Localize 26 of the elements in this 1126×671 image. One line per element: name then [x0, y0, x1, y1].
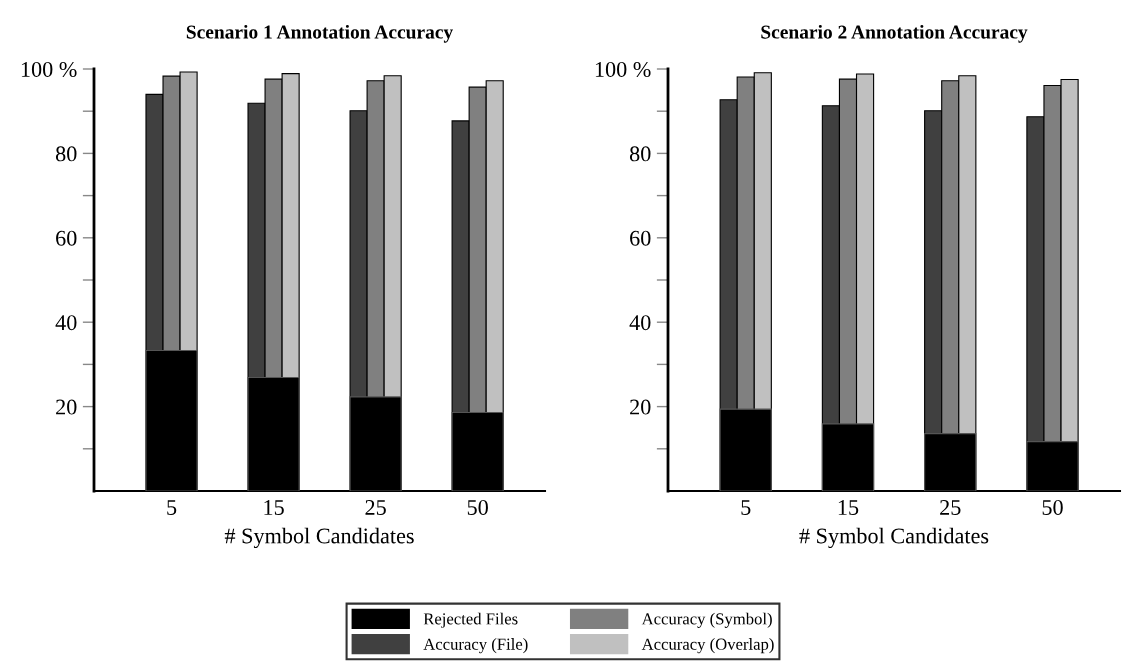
y-tick-label: 60 — [56, 230, 77, 246]
chart-title: Scenario 2 Annotation Accuracy — [761, 24, 1028, 43]
legend-label: Accuracy (Overlap) — [641, 638, 774, 654]
x-tick-label: 15 — [838, 500, 859, 515]
x-tick-label: 15 — [264, 500, 284, 515]
legend-label: Accuracy (File) — [423, 638, 528, 654]
y-tick-label: 100 % — [595, 61, 651, 77]
y-tick-label: 60 — [630, 230, 651, 246]
x-axis-title: # Symbol Candidates — [224, 527, 414, 549]
chart-title: Scenario 1 Annotation Accuracy — [186, 24, 453, 43]
x-axis-title: # Symbol Candidates — [799, 527, 989, 549]
x-tick-label: 25 — [940, 500, 961, 515]
y-tick-label: 40 — [55, 315, 77, 331]
y-tick-label: 80 — [629, 146, 651, 162]
x-tick-label: 50 — [467, 499, 488, 515]
x-tick-label: 25 — [365, 500, 386, 515]
x-tick-label: 5 — [167, 500, 177, 515]
x-tick-label: 5 — [741, 500, 751, 515]
y-tick-label: 80 — [55, 146, 77, 162]
x-tick-label: 50 — [1042, 499, 1063, 515]
y-tick-label: 100 % — [21, 61, 77, 77]
y-tick-label: 20 — [56, 399, 77, 415]
y-tick-label: 40 — [629, 315, 651, 331]
legend-label: Accuracy (Symbol) — [641, 612, 772, 628]
y-tick-label: 20 — [630, 399, 651, 415]
legend-label: Rejected Files — [423, 612, 518, 628]
